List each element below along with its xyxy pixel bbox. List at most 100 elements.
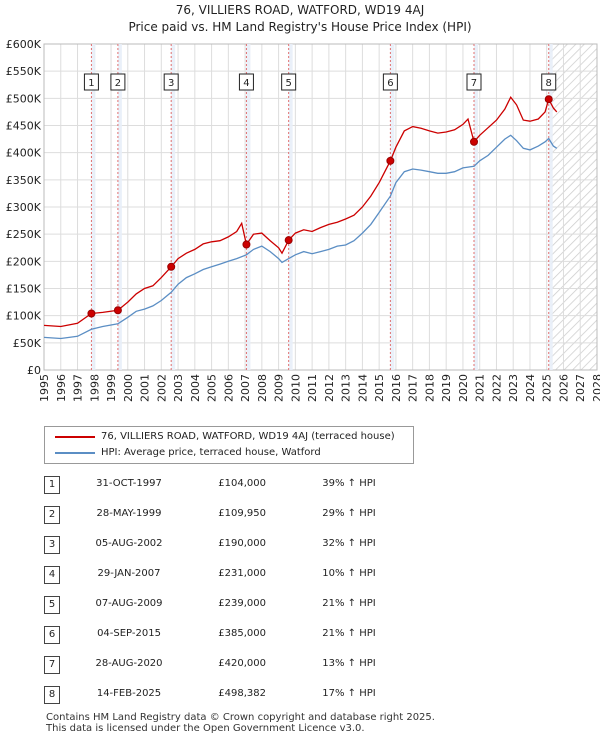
series-line-hpi (44, 134, 558, 340)
y-tick-label: £550K (6, 65, 42, 78)
sale-number: 7 (44, 656, 60, 674)
sale-number: 5 (44, 596, 60, 614)
sale-price: £109,950 (218, 508, 266, 519)
sale-hpi-change: 21% ↑ HPI (322, 628, 376, 639)
sale-point-4 (242, 240, 251, 249)
x-tick-label: 2011 (306, 374, 319, 402)
sale-date: 05-AUG-2002 (95, 538, 163, 549)
y-tick-label: £600K (6, 38, 42, 51)
sale-number: 8 (44, 686, 60, 704)
x-tick-label: 2021 (474, 374, 487, 402)
y-tick-label: £300K (6, 201, 42, 214)
y-tick-label: £200K (6, 255, 42, 268)
sale-number: 4 (44, 566, 60, 584)
y-tick-label: £150K (6, 283, 42, 296)
x-tick-label: 2004 (189, 374, 202, 402)
sale-point-1 (87, 309, 96, 318)
footer: Contains HM Land Registry data © Crown c… (46, 712, 435, 734)
sale-hpi-change: 13% ↑ HPI (322, 658, 376, 669)
sale-price: £420,000 (218, 658, 266, 669)
x-tick-label: 1996 (55, 374, 68, 402)
sale-marker-box-7 (466, 73, 482, 91)
legend-label-hpi: HPI: Average price, terraced house, Watf… (101, 447, 321, 458)
sale-marker-label-6: 6 (387, 78, 393, 89)
sale-band-1 (91, 44, 96, 370)
x-tick-label: 2015 (373, 374, 386, 402)
x-tick-label: 1999 (105, 374, 118, 402)
sale-price: £231,000 (218, 568, 266, 579)
x-tick-label: 2025 (541, 374, 554, 402)
x-tick-label: 2012 (323, 374, 336, 402)
sale-number: 3 (44, 536, 60, 554)
sale-hpi-change: 29% ↑ HPI (322, 508, 376, 519)
y-tick-label: £450K (6, 120, 42, 133)
x-tick-label: 2014 (356, 374, 369, 402)
sale-number: 1 (44, 476, 60, 494)
y-tick-label: £0 (27, 364, 41, 377)
sale-price: £385,000 (218, 628, 266, 639)
sale-marker-label-5: 5 (285, 78, 291, 89)
sale-marker-box-4 (238, 73, 254, 91)
sale-marker-label-8: 8 (546, 78, 552, 89)
legend-swatch-hpi (55, 452, 95, 454)
sale-hpi-change: 21% ↑ HPI (322, 598, 376, 609)
chart-subtitle: Price paid vs. HM Land Registry's House … (128, 20, 471, 34)
sale-hpi-change: 17% ↑ HPI (322, 688, 376, 699)
x-tick-label: 2016 (390, 374, 403, 402)
x-tick-label: 2001 (139, 374, 152, 402)
x-tick-label: 2002 (155, 374, 168, 402)
sale-hpi-change: 32% ↑ HPI (322, 538, 376, 549)
x-tick-label: 1995 (38, 374, 51, 402)
x-tick-label: 2027 (574, 374, 587, 402)
sale-number: 2 (44, 506, 60, 524)
x-tick-label: 2008 (256, 374, 269, 402)
sale-date: 31-OCT-1997 (96, 478, 162, 489)
sale-hpi-change: 39% ↑ HPI (322, 478, 376, 489)
x-tick-label: 2003 (172, 374, 185, 402)
legend-label-property: 76, VILLIERS ROAD, WATFORD, WD19 4AJ (te… (101, 431, 395, 442)
x-tick-label: 2006 (222, 374, 235, 402)
series-line-property (44, 95, 558, 328)
sale-price: £190,000 (218, 538, 266, 549)
sale-point-5 (284, 236, 293, 245)
x-tick-label: 2009 (273, 374, 286, 402)
legend: 76, VILLIERS ROAD, WATFORD, WD19 4AJ (te… (44, 426, 414, 464)
plot-frame (43, 43, 598, 371)
sale-marker-label-2: 2 (115, 78, 121, 89)
x-tick-label: 2010 (289, 374, 302, 402)
sale-date: 14-FEB-2025 (96, 688, 162, 699)
footer-line-2: This data is licensed under the Open Gov… (46, 723, 365, 734)
y-tick-label: £500K (6, 92, 42, 105)
sale-point-7 (469, 137, 478, 146)
x-tick-label: 2013 (340, 374, 353, 402)
sale-marker-box-1 (83, 73, 99, 91)
sale-marker-box-8 (541, 73, 557, 91)
sale-point-6 (386, 156, 395, 165)
chart-title: 76, VILLIERS ROAD, WATFORD, WD19 4AJ (176, 3, 425, 17)
sale-marker-box-6 (382, 73, 398, 91)
x-tick-label: 2026 (557, 374, 570, 402)
x-tick-label: 2020 (457, 374, 470, 402)
sale-marker-box-2 (110, 73, 126, 91)
sale-band-4 (246, 44, 251, 370)
sale-marker-label-4: 4 (243, 78, 249, 89)
sale-marker-label-1: 1 (88, 78, 94, 89)
x-tick-label: 1998 (88, 374, 101, 402)
sale-price: £239,000 (218, 598, 266, 609)
x-tick-label: 2022 (490, 374, 503, 402)
sale-band-8 (548, 44, 553, 370)
sale-point-3 (167, 262, 176, 271)
sale-band-2 (117, 44, 122, 370)
x-tick-label: 2019 (440, 374, 453, 402)
x-tick-label: 2017 (407, 374, 420, 402)
sale-band-5 (288, 44, 293, 370)
legend-swatch-property (55, 436, 95, 438)
x-tick-label: 2023 (507, 374, 520, 402)
sale-date: 28-AUG-2020 (95, 658, 163, 669)
y-tick-label: £100K (6, 310, 42, 323)
sale-point-8 (544, 95, 553, 104)
sale-marker-label-7: 7 (471, 78, 477, 89)
sale-date: 04-SEP-2015 (97, 628, 161, 639)
price-chart: 76, VILLIERS ROAD, WATFORD, WD19 4AJ Pri… (6, 3, 600, 402)
sale-marker-box-5 (281, 73, 297, 91)
